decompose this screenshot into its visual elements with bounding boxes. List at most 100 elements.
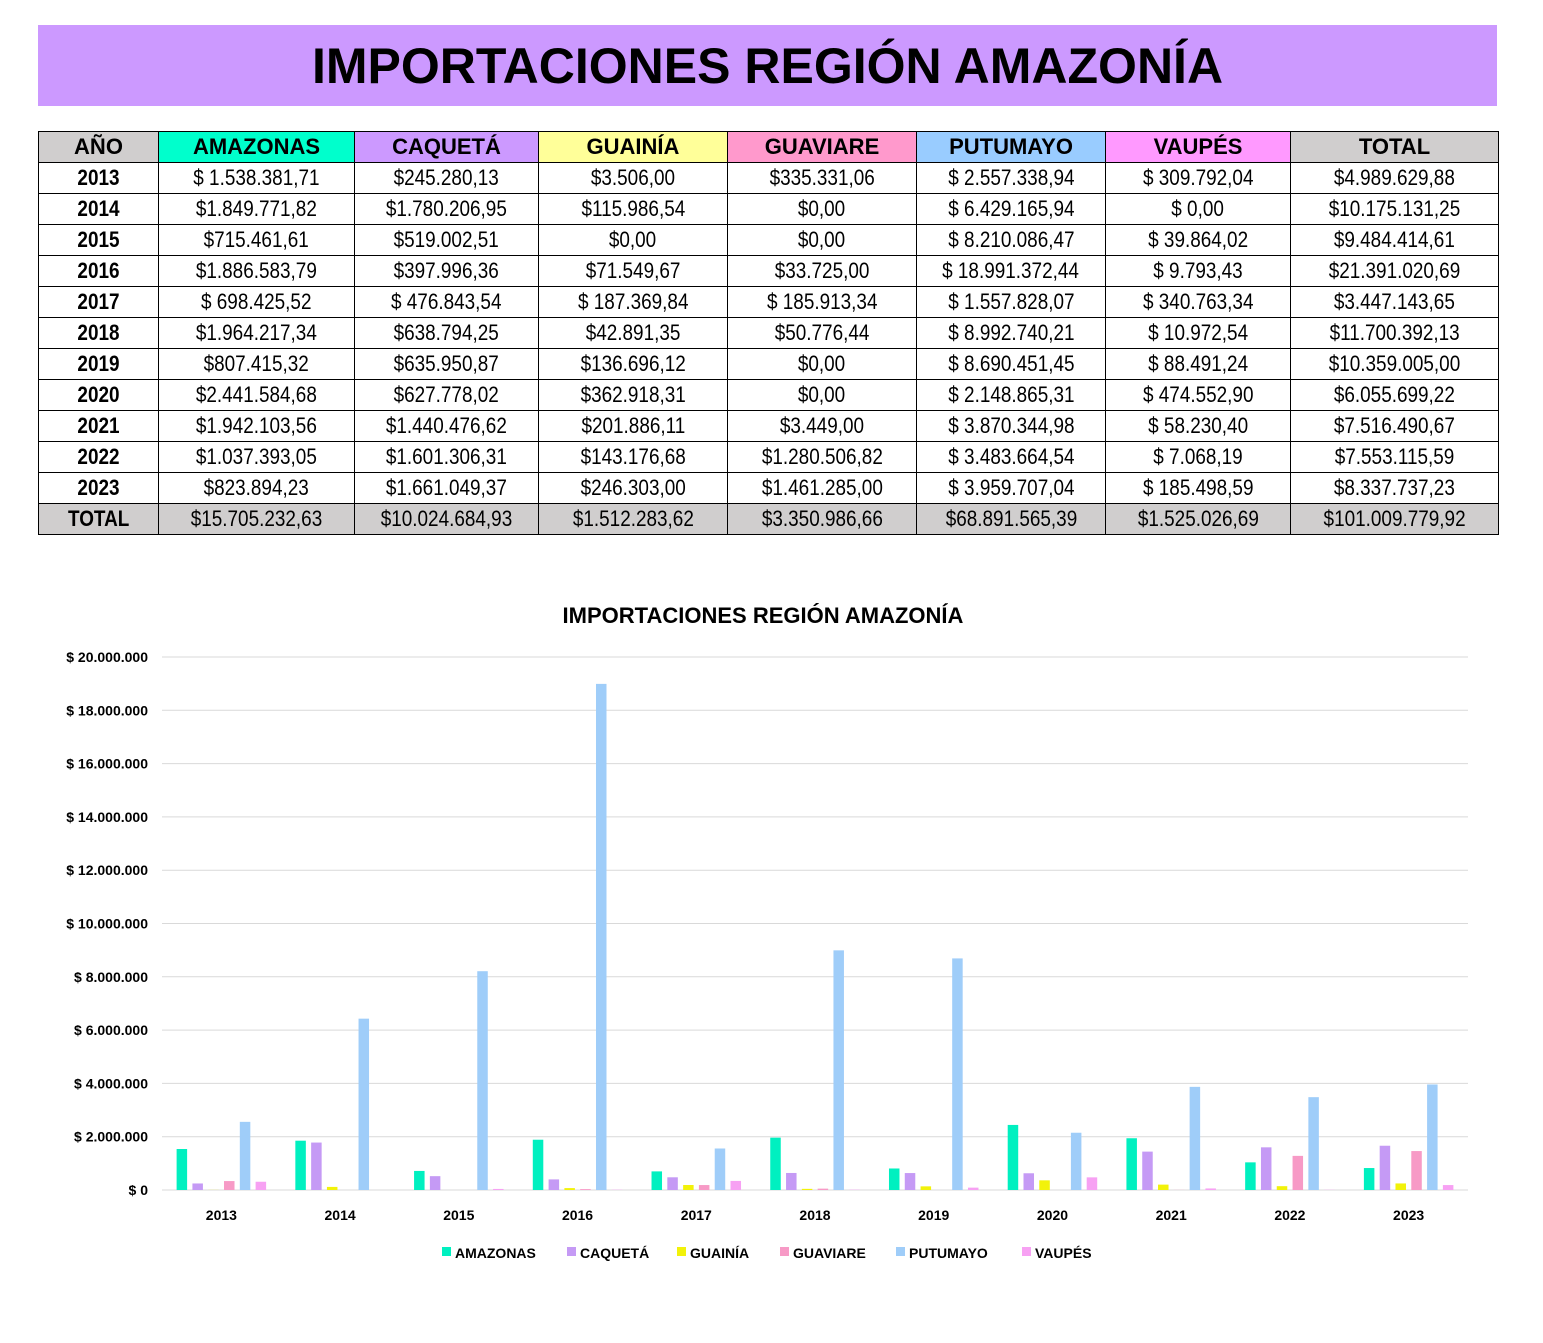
column-header-guainía: GUAINÍA <box>538 131 728 163</box>
table-cell: $115.986,54 <box>538 193 728 225</box>
row-label: 2015 <box>38 224 159 256</box>
table-cell: $ 58.230,40 <box>1105 410 1291 442</box>
table-header-row: AÑO AMAZONAS CAQUETÁ GUAINÍA GUAVIARE PUTUMAY… <box>38 131 1499 163</box>
table-row: 2021 $1.942.103,56 $1.440.476,62 $201.886,1… <box>38 410 1499 442</box>
y-tick-label: $ 16.000.000 <box>66 756 148 772</box>
legend-label: CAQUETÁ <box>580 1245 649 1261</box>
bar-putumayo-2017 <box>714 1148 726 1190</box>
table-cell: $ 2.557.338,94 <box>916 162 1106 194</box>
row-label: 2016 <box>38 255 159 287</box>
table-cell: $1.964.217,34 <box>158 317 355 349</box>
bar-amazonas-2014 <box>295 1140 306 1190</box>
bar-chart: IMPORTACIONES REGIÓN AMAZONÍA $ 0 $ 2.000… <box>66 603 1468 1261</box>
legend-label: PUTUMAYO <box>909 1245 988 1261</box>
table-cell: $ 185.498,59 <box>1105 472 1291 504</box>
table-cell: $0,00 <box>538 224 728 256</box>
row-label: 2017 <box>38 286 159 318</box>
bar-caquetá-2017 <box>667 1177 678 1190</box>
table-cell: $823.894,23 <box>158 472 355 504</box>
x-tick-label: 2021 <box>1156 1207 1187 1223</box>
y-axis-ticks: $ 0 $ 2.000.000 $ 4.000.000 $ 6.000.000 $ 8.… <box>66 649 148 1198</box>
table-cell: $ 187.369,84 <box>538 286 728 318</box>
table-row: 2022 $1.037.393,05 $1.601.306,31 $143.176,6… <box>38 441 1499 473</box>
bar-putumayo-2022 <box>1308 1097 1319 1190</box>
table-cell: $2.441.584,68 <box>158 379 355 411</box>
table-row: 2013 $ 1.538.381,71 $245.280,13 $3.506,00 $3… <box>38 162 1499 194</box>
legend-label: VAUPÉS <box>1035 1245 1092 1261</box>
bar-guainía-2020 <box>1039 1180 1050 1190</box>
bar-putumayo-2013 <box>239 1121 251 1190</box>
legend-item-putumayo: PUTUMAYO <box>896 1245 988 1261</box>
bar-amazonas-2013 <box>176 1149 188 1190</box>
y-tick-label: $ 12.000.000 <box>66 862 148 878</box>
bar-amazonas-2022 <box>1245 1162 1256 1190</box>
table-cell: $ 340.763,34 <box>1105 286 1291 318</box>
y-tick-label: $ 6.000.000 <box>74 1022 148 1038</box>
table-row: 2018 $1.964.217,34 $638.794,25 $42.891,35 $5… <box>38 317 1499 349</box>
bar-amazonas-2016 <box>532 1139 544 1190</box>
x-tick-label: 2023 <box>1393 1207 1424 1223</box>
table-cell: $0,00 <box>727 348 917 380</box>
table-cell: $335.331,06 <box>727 162 917 194</box>
bar-amazonas-2021 <box>1126 1138 1137 1190</box>
x-tick-label: 2017 <box>681 1207 712 1223</box>
table-row: 2019 $807.415,32 $635.950,87 $136.696,12 $0,… <box>38 348 1499 380</box>
bar-amazonas-2020 <box>1007 1124 1019 1190</box>
table-cell: $1.037.393,05 <box>158 441 355 473</box>
table-cell: $638.794,25 <box>354 317 539 349</box>
column-header-putumayo: PUTUMAYO <box>916 131 1106 163</box>
table-cell: $ 3.483.664,54 <box>916 441 1106 473</box>
chart-title: IMPORTACIONES REGIÓN AMAZONÍA <box>563 603 964 628</box>
column-header-year: AÑO <box>38 131 159 163</box>
bar-putumayo-2020 <box>1070 1132 1082 1190</box>
bar-guainía-2016 <box>564 1188 575 1190</box>
table-cell: $ 8.210.086,47 <box>916 224 1106 256</box>
bar-guainía-2014 <box>326 1186 338 1190</box>
x-tick-label: 2015 <box>443 1207 474 1223</box>
legend-item-guaviare: GUAVIARE <box>780 1245 866 1261</box>
legend-swatch <box>896 1247 905 1256</box>
table-cell: $397.996,36 <box>354 255 539 287</box>
bar-vaupés-2021 <box>1205 1188 1216 1190</box>
table-cell: $0,00 <box>727 224 917 256</box>
table-cell: $8.337.737,23 <box>1290 472 1499 504</box>
bar-caquetá-2016 <box>548 1179 560 1190</box>
row-label: 2019 <box>38 348 159 380</box>
legend-label: GUAINÍA <box>690 1245 749 1261</box>
table-cell: $10.359.005,00 <box>1290 348 1499 380</box>
chart-legend: AMAZONAS CAQUETÁ GUAINÍA GUAVIARE PUTUMAYO VA… <box>442 1245 1092 1261</box>
table-cell: $68.891.565,39 <box>916 503 1106 535</box>
bar-putumayo-2021 <box>1189 1086 1201 1190</box>
title-banner: IMPORTACIONES REGIÓN AMAZONÍA <box>38 25 1497 106</box>
y-tick-label: $ 14.000.000 <box>66 809 148 825</box>
x-tick-label: 2020 <box>1037 1207 1068 1223</box>
page-title: IMPORTACIONES REGIÓN AMAZONÍA <box>311 37 1224 94</box>
table-cell: $6.055.699,22 <box>1290 379 1499 411</box>
bar-amazonas-2017 <box>651 1171 663 1190</box>
table-cell: $ 3.870.344,98 <box>916 410 1106 442</box>
x-tick-label: 2019 <box>918 1207 949 1223</box>
table-cell: $ 185.913,34 <box>727 286 917 318</box>
table-cell: $715.461,61 <box>158 224 355 256</box>
table-cell: $1.849.771,82 <box>158 193 355 225</box>
bar-putumayo-2016 <box>595 683 607 1190</box>
table-cell: $15.705.232,63 <box>158 503 355 535</box>
table-cell: $3.506,00 <box>538 162 728 194</box>
y-tick-label: $ 4.000.000 <box>74 1075 148 1091</box>
y-tick-label: $ 8.000.000 <box>74 969 148 985</box>
table-cell: $201.886,11 <box>538 410 728 442</box>
bar-caquetá-2013 <box>192 1183 203 1190</box>
row-label: TOTAL <box>38 503 159 535</box>
table-cell: $ 1.557.828,07 <box>916 286 1106 318</box>
row-label: 2022 <box>38 441 159 473</box>
table-cell: $71.549,67 <box>538 255 728 287</box>
bar-amazonas-2018 <box>770 1137 781 1190</box>
table-cell: $33.725,00 <box>727 255 917 287</box>
bar-putumayo-2023 <box>1427 1084 1438 1190</box>
bar-caquetá-2022 <box>1260 1147 1272 1190</box>
table-cell: $1.780.206,95 <box>354 193 539 225</box>
table-cell: $ 698.425,52 <box>158 286 355 318</box>
table-cell: $ 309.792,04 <box>1105 162 1291 194</box>
table-cell: $1.280.506,82 <box>727 441 917 473</box>
table-cell: $627.778,02 <box>354 379 539 411</box>
